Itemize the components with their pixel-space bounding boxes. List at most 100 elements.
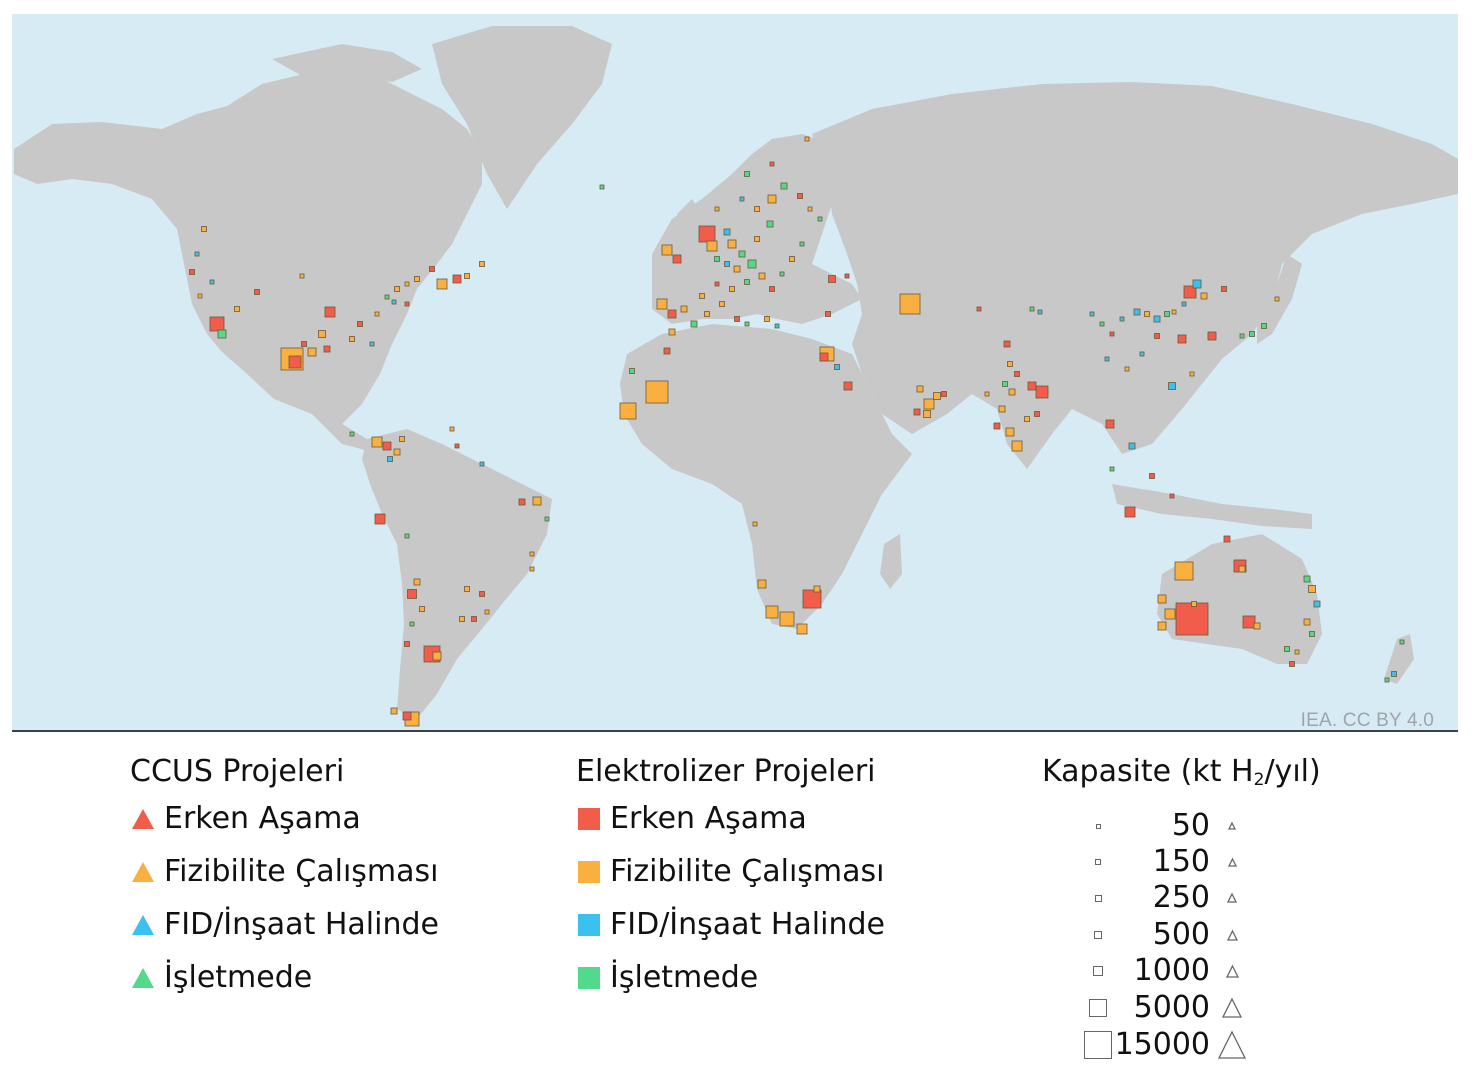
asia-landmass xyxy=(812,82,1458,469)
capacity-scale-row: 150 xyxy=(1060,844,1320,880)
project-marker xyxy=(1119,316,1125,322)
project-marker xyxy=(629,368,635,374)
project-marker xyxy=(1124,506,1136,518)
capacity-square-icon xyxy=(1095,823,1101,829)
project-marker xyxy=(1099,321,1105,327)
project-marker xyxy=(706,240,718,252)
project-marker xyxy=(1104,356,1110,362)
project-marker xyxy=(349,431,355,437)
project-marker xyxy=(744,171,750,177)
project-marker xyxy=(923,398,935,410)
project-marker xyxy=(769,161,775,167)
ccus-legend-label-operational: İşletmede xyxy=(164,960,313,995)
project-marker xyxy=(1139,351,1145,357)
project-marker xyxy=(1249,331,1255,337)
ccus-legend: CCUS Projeleri Erken Aşama Fizibilite Ça… xyxy=(130,752,439,1004)
project-marker xyxy=(724,261,730,267)
project-marker xyxy=(1221,286,1227,292)
project-marker xyxy=(1089,311,1095,317)
project-marker xyxy=(1153,315,1161,323)
project-marker xyxy=(399,436,405,442)
project-marker xyxy=(471,616,477,622)
capacity-value: 5000 xyxy=(1133,990,1210,1025)
project-marker xyxy=(234,306,240,312)
project-marker xyxy=(645,380,669,404)
project-marker xyxy=(529,551,535,557)
blue-triangle-icon xyxy=(132,914,154,935)
project-marker xyxy=(1181,301,1187,307)
electrolyzer-legend: Elektrolizer Projeleri Erken Aşama Fizib… xyxy=(576,752,885,1004)
capacity-square-icon xyxy=(1093,966,1103,976)
ccus-legend-item-fid: FID/İnşaat Halinde xyxy=(130,898,439,951)
project-marker xyxy=(744,321,750,327)
project-marker xyxy=(1124,366,1130,372)
capacity-value: 50 xyxy=(1171,808,1210,843)
project-marker xyxy=(387,456,393,462)
project-marker xyxy=(1037,309,1043,315)
project-marker xyxy=(1242,615,1256,629)
project-marker xyxy=(407,589,417,599)
project-marker xyxy=(663,347,671,355)
green-triangle-icon xyxy=(132,967,154,988)
project-marker xyxy=(369,341,375,347)
project-marker xyxy=(1303,575,1311,583)
project-marker xyxy=(1223,535,1231,543)
japan-landmass xyxy=(1257,254,1302,344)
project-marker xyxy=(404,281,410,287)
project-marker xyxy=(479,261,485,267)
project-marker xyxy=(747,259,757,269)
capacity-scale-row: 500 xyxy=(1060,917,1320,953)
project-marker xyxy=(414,276,420,282)
project-marker xyxy=(1175,602,1209,636)
capacity-scale-row: 15000 xyxy=(1060,1027,1320,1063)
project-marker xyxy=(382,441,392,451)
project-marker xyxy=(764,316,770,322)
electrolyzer-legend-title: Elektrolizer Projeleri xyxy=(576,754,876,789)
project-marker xyxy=(1003,340,1011,348)
project-marker xyxy=(1144,311,1150,317)
project-marker xyxy=(1109,466,1115,472)
electrolyzer-legend-item-feasibility: Fizibilite Çalışması xyxy=(576,845,885,898)
project-marker xyxy=(307,347,317,357)
capacity-triangle-icon xyxy=(1221,997,1243,1018)
red-square-icon xyxy=(578,807,600,830)
project-marker xyxy=(976,306,982,312)
electrolyzer-legend-label-early: Erken Aşama xyxy=(610,801,807,836)
project-marker xyxy=(754,236,760,242)
capacity-triangle-icon xyxy=(1227,821,1237,830)
project-marker xyxy=(1024,416,1030,422)
capacity-title-end: /yıl) xyxy=(1264,754,1321,789)
project-marker xyxy=(699,293,705,299)
project-marker xyxy=(804,136,810,142)
capacity-triangle-icon xyxy=(1226,929,1238,941)
project-marker xyxy=(384,294,390,300)
project-marker xyxy=(933,392,941,400)
project-marker xyxy=(429,266,435,272)
project-marker xyxy=(1284,646,1290,652)
capacity-triangle-icon xyxy=(1217,1030,1247,1059)
project-marker xyxy=(661,244,673,256)
project-marker xyxy=(797,193,803,199)
project-marker xyxy=(464,273,470,279)
project-marker xyxy=(1027,381,1037,391)
project-marker xyxy=(459,616,465,622)
project-marker xyxy=(1253,622,1261,630)
capacity-title-main: Kapasite (kt H xyxy=(1042,754,1254,789)
project-marker xyxy=(209,316,225,332)
project-marker xyxy=(288,355,302,369)
north-america-landmass xyxy=(14,72,482,454)
project-marker xyxy=(828,275,836,283)
project-marker xyxy=(819,352,829,362)
project-markers xyxy=(189,136,1405,727)
project-marker xyxy=(1164,608,1176,620)
project-marker xyxy=(619,402,637,420)
capacity-scale-row: 250 xyxy=(1060,880,1320,916)
electrolyzer-legend-item-fid: FID/İnşaat Halinde xyxy=(576,898,885,951)
project-marker xyxy=(1007,361,1013,367)
project-marker xyxy=(789,256,795,262)
madagascar-landmass xyxy=(880,534,902,589)
project-marker xyxy=(1157,621,1167,631)
new-zealand-landmass xyxy=(1384,634,1414,684)
project-marker xyxy=(1034,411,1040,417)
project-marker xyxy=(1309,631,1315,637)
